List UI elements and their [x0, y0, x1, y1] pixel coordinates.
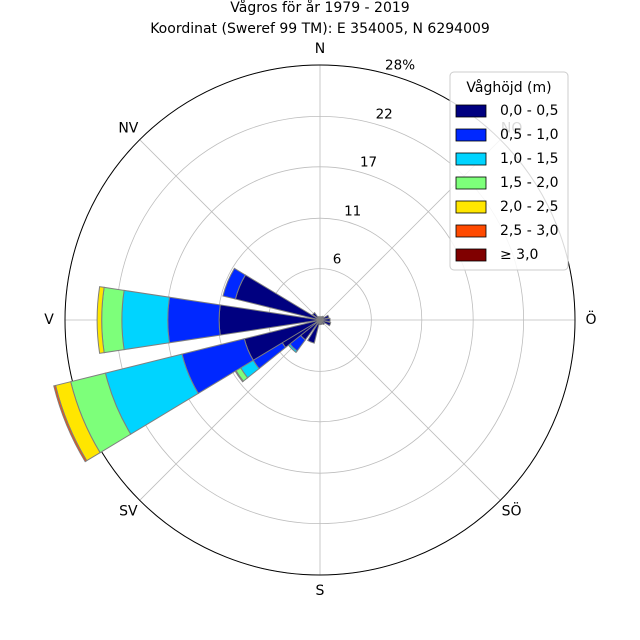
radial-tick-labels: 6 11 17 22 28%	[333, 58, 415, 268]
chart-title: Vågros för år 1979 - 2019	[230, 0, 409, 16]
direction-label-s: S	[316, 583, 325, 599]
legend: Våghöjd (m) 0,0 - 0,5 0,5 - 1,0 1,0 - 1,…	[449, 71, 569, 271]
legend-swatch	[455, 248, 487, 262]
outer-circle	[64, 64, 576, 576]
legend-swatch	[455, 224, 487, 238]
direction-label-n: N	[315, 41, 325, 57]
radial-tick-label: 22	[376, 107, 393, 123]
legend-label: 1,0 - 1,5	[500, 151, 558, 167]
rose-bar-segment	[96, 286, 105, 354]
legend-frame	[449, 71, 569, 271]
radial-tick-label: 11	[344, 203, 361, 219]
grid-spoke	[139, 319, 321, 501]
legend-label: ≥ 3,0	[500, 247, 538, 263]
rose-bar-segment	[101, 286, 125, 354]
rose-bar-segment	[311, 311, 321, 321]
legend-swatch	[455, 176, 487, 190]
legend-swatch	[455, 128, 487, 142]
direction-label-sv: SV	[119, 504, 138, 520]
grid-spoke	[319, 319, 501, 501]
legend-label: 0,5 - 1,0	[500, 127, 558, 143]
direction-label-v: V	[44, 312, 54, 328]
rose-bar-segment	[53, 384, 88, 463]
legend-label: 0,0 - 0,5	[500, 103, 558, 119]
direction-label-so: SÖ	[502, 502, 522, 520]
legend-label: 1,5 - 2,0	[500, 175, 558, 191]
rose-bar-segment	[306, 319, 321, 344]
legend-label: 2,5 - 3,0	[500, 223, 558, 239]
legend-title: Våghöjd (m)	[466, 79, 551, 96]
rose-bar-segment	[222, 267, 247, 300]
direction-label-o: Ö	[585, 310, 596, 328]
grid-spoke	[139, 139, 321, 321]
rose-bars	[53, 267, 332, 463]
rose-bar-segment	[167, 296, 221, 344]
legend-swatch	[455, 200, 487, 214]
radial-tick-label: 17	[360, 155, 377, 171]
rose-bar-segment	[121, 289, 171, 351]
legend-label: 2,0 - 2,5	[500, 199, 558, 215]
radial-tick-label: 6	[333, 251, 342, 267]
rose-bar-segment	[319, 317, 331, 323]
direction-label-nv: NV	[118, 120, 138, 136]
radial-tick-label: 28%	[385, 58, 415, 74]
rose-bar-segment	[319, 314, 330, 321]
rose-bar-segment	[317, 315, 321, 321]
chart-subtitle: Koordinat (Sweref 99 TM): E 354005, N 62…	[150, 21, 490, 37]
legend-swatch	[455, 152, 487, 166]
legend-swatch	[455, 104, 487, 118]
